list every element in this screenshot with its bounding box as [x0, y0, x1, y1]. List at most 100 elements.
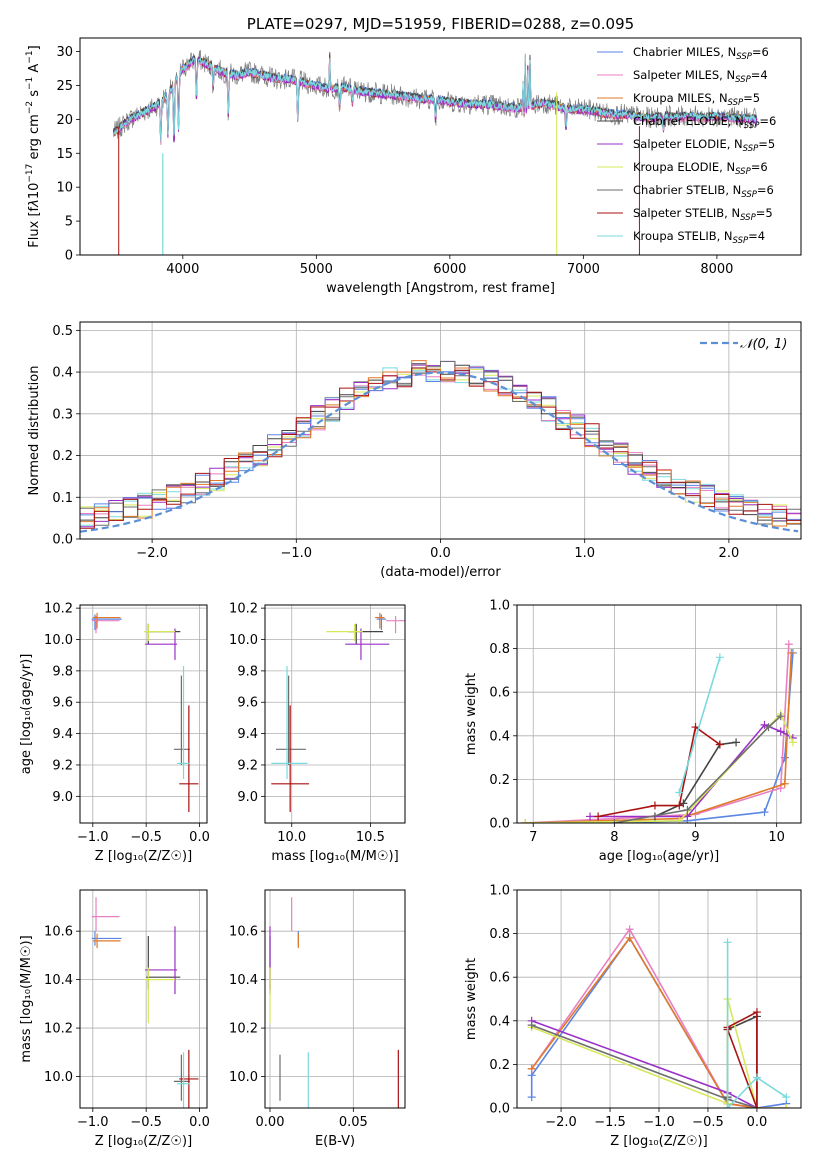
plot-area — [91, 897, 199, 1108]
weight-marker-c7 — [527, 1021, 536, 1030]
errorbar-c7 — [173, 1054, 190, 1101]
x-tick-label: −2.0 — [545, 1115, 577, 1130]
y-tick-label: 0.2 — [489, 1058, 510, 1073]
errorbar-c2 — [91, 897, 120, 932]
legend-label: Chabrier MILES, NSSP=6 — [633, 45, 769, 62]
weight-marker-c6 — [675, 816, 684, 823]
x-tick-label: 8000 — [700, 262, 733, 277]
panel-age_vs_Z: −1.0 −0.5 0.0 9.0 9.2 9.4 9.6 9.8 10.0 10.2 Z [log… — [19, 602, 210, 864]
y-axis-label: age [log₁₀(age/yr)] — [19, 654, 34, 775]
weight-marker-c9 — [752, 1073, 761, 1082]
axes-frame — [79, 889, 208, 1109]
y-tick-label: 9.0 — [237, 790, 258, 805]
legend-label: Kroupa MILES, NSSP=5 — [633, 91, 760, 108]
x-tick-label: −1.0 — [77, 1115, 109, 1130]
y-tick-label: 0.1 — [52, 491, 73, 506]
weight-marker-c8 — [715, 740, 724, 749]
y-tick-label: 0.2 — [52, 449, 73, 464]
normal-legend-label: 𝒩(0, 1) — [740, 337, 787, 352]
y-tick-label: 9.4 — [52, 727, 73, 742]
x-tick-label: −0.5 — [130, 830, 162, 845]
weight-marker-c4 — [732, 738, 741, 747]
x-tick-label: 9 — [691, 830, 699, 845]
weight-marker-c8 — [752, 1104, 761, 1108]
y-tick-label: 10.2 — [44, 1022, 73, 1037]
errorbar-c1 — [376, 614, 387, 631]
axes-frame — [79, 321, 802, 540]
y-tick-label: 0.0 — [489, 1102, 510, 1117]
panel-residuals: −2.0 −1.0 0.0 1.0 2.0 0.0 0.1 0.2 0.3 0.4 0.5 (data… — [27, 321, 802, 580]
panel-weight_vs_Z: −2.0 −1.5 −1.0 −0.5 0.0 0.0 0.2 0.4 0.6 0.8 1.0 Z [… — [464, 884, 802, 1149]
y-axis-label: mass weight — [464, 673, 479, 755]
x-axis-label: Z [log₁₀(Z/Z☉)] — [610, 1134, 707, 1149]
y-tick-label: 9.6 — [52, 696, 73, 711]
panel-spectrum: 4000 5000 6000 7000 8000 0 5 10 15 20 25 30 waveleng… — [25, 15, 802, 296]
y-tick-label: 10.0 — [229, 633, 258, 648]
x-tick-label: 0.0 — [430, 546, 451, 561]
panel-weight_vs_age: 7 8 9 10 0.0 0.2 0.4 0.6 0.8 1.0 age [log₁₀(age/yr… — [464, 599, 802, 864]
legend: Chabrier MILES, NSSP=6 Salpeter MILES, NS… — [597, 45, 776, 246]
weight-line-c7 — [614, 715, 782, 823]
errorbar-c4 — [348, 623, 383, 645]
weight-marker-c5 — [776, 727, 785, 736]
y-tick-label: 0.5 — [52, 324, 73, 339]
y-tick-label: 0.3 — [52, 407, 73, 422]
errorbar-c7 — [276, 675, 306, 765]
errorbar-c9 — [177, 666, 190, 780]
x-tick-label: 0.00 — [256, 1115, 285, 1130]
x-axis-label: E(B-V) — [315, 1134, 355, 1149]
errorbar-c2 — [91, 615, 120, 634]
weight-marker-c1 — [760, 808, 769, 817]
weight-marker-c9 — [715, 653, 724, 662]
y-tick-label: 0.0 — [52, 533, 73, 548]
x-tick-label: 10 — [768, 830, 785, 845]
weight-marker-c3 — [527, 1064, 536, 1073]
weight-line-c3 — [525, 652, 793, 823]
y-tick-label: 0.2 — [489, 773, 510, 788]
y-tick-label: 10.2 — [229, 1022, 258, 1037]
y-tick-label: 10.2 — [229, 602, 258, 617]
y-tick-label: 9.8 — [52, 664, 73, 679]
errorbar-c5 — [145, 628, 178, 660]
weight-marker-c2 — [625, 925, 634, 934]
x-tick-label: −0.5 — [130, 1115, 162, 1130]
x-tick-label: −0.5 — [692, 1115, 724, 1130]
y-axis-label: mass [log₁₀(M/M☉)] — [19, 935, 34, 1062]
x-tick-label: 7 — [529, 830, 537, 845]
weight-marker-c5 — [760, 720, 769, 729]
legend-label: Kroupa ELODIE, NSSP=6 — [633, 160, 768, 177]
errorbar-c8 — [179, 705, 199, 813]
weight-marker-c2 — [784, 640, 793, 649]
y-tick-label: 0 — [65, 249, 73, 264]
plot-area — [112, 49, 758, 255]
x-tick-label: 0.0 — [189, 1115, 210, 1130]
weight-marker-c9 — [723, 938, 732, 947]
weight-line-c9 — [678, 657, 721, 793]
legend-label: Salpeter STELIB, NSSP=5 — [633, 206, 773, 223]
panel-mass_vs_ebv: 0.00 0.05 10.0 10.2 10.4 10.6 E(B-V) — [229, 889, 406, 1149]
x-axis-label: mass [log₁₀(M/M☉)] — [271, 849, 398, 864]
x-axis-label: Z [log₁₀(Z/Z☉)] — [95, 849, 192, 864]
plot-area — [527, 925, 791, 1108]
normal-curve — [80, 371, 799, 533]
x-axis-label: wavelength [Angstrom, rest frame] — [326, 281, 555, 296]
errorbar-c6 — [144, 623, 175, 642]
y-tick-label: 10.0 — [229, 1070, 258, 1085]
y-tick-label: 5 — [65, 215, 73, 230]
plot-area — [269, 897, 399, 1108]
x-axis-label: Z [log₁₀(Z/Z☉)] — [95, 1134, 192, 1149]
x-tick-label: 0.05 — [339, 1115, 368, 1130]
errorbar-c3 — [375, 612, 385, 629]
y-tick-label: 10 — [56, 181, 73, 196]
errorbar-c9 — [271, 666, 308, 780]
panel-age_vs_mass: 10.0 10.5 9.0 9.2 9.4 9.6 9.8 10.0 10.2 mass [log… — [229, 602, 406, 864]
y-tick-label: 10.4 — [44, 973, 73, 988]
y-tick-label: 0.6 — [489, 686, 510, 701]
chart-title: PLATE=0297, MJD=51959, FIBERID=0288, z=0… — [247, 15, 634, 33]
errorbar-c9 — [177, 1052, 190, 1108]
x-tick-label: 0.0 — [189, 830, 210, 845]
weight-line-c9 — [726, 942, 787, 1108]
weight-marker-c9 — [782, 1093, 791, 1102]
y-tick-label: 0.0 — [489, 817, 510, 832]
